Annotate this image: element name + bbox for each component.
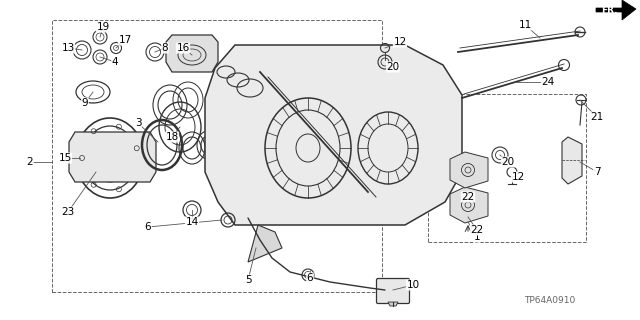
Polygon shape xyxy=(166,35,218,72)
Text: 20: 20 xyxy=(387,62,399,72)
Polygon shape xyxy=(205,45,462,225)
Text: 24: 24 xyxy=(541,77,555,87)
Text: 4: 4 xyxy=(112,57,118,67)
Text: 15: 15 xyxy=(58,153,72,163)
Text: 22: 22 xyxy=(470,225,484,235)
Bar xyxy=(52,20,382,292)
Text: 23: 23 xyxy=(61,207,75,217)
Text: 5: 5 xyxy=(244,275,252,285)
Polygon shape xyxy=(69,132,156,182)
Text: 18: 18 xyxy=(165,132,179,142)
Text: 22: 22 xyxy=(461,192,475,202)
Text: 16: 16 xyxy=(177,43,189,53)
Text: 11: 11 xyxy=(518,20,532,30)
Text: 8: 8 xyxy=(162,43,168,53)
Polygon shape xyxy=(388,302,398,306)
Text: 17: 17 xyxy=(118,35,132,45)
Text: 12: 12 xyxy=(511,172,525,182)
Text: TP64A0910: TP64A0910 xyxy=(524,296,575,305)
Text: 6: 6 xyxy=(145,222,151,232)
Text: 13: 13 xyxy=(61,43,75,53)
Bar xyxy=(428,94,586,242)
Text: 2: 2 xyxy=(27,157,33,167)
Text: 21: 21 xyxy=(590,112,604,122)
Text: FR.: FR. xyxy=(601,5,618,14)
Text: 20: 20 xyxy=(501,157,515,167)
Polygon shape xyxy=(596,0,636,20)
Text: 12: 12 xyxy=(394,37,406,47)
Text: 10: 10 xyxy=(406,280,420,290)
Polygon shape xyxy=(450,187,488,223)
FancyBboxPatch shape xyxy=(376,278,410,303)
Text: 7: 7 xyxy=(594,167,600,177)
Polygon shape xyxy=(562,137,582,184)
Text: 19: 19 xyxy=(97,22,109,32)
Text: 9: 9 xyxy=(82,98,88,108)
Text: 6: 6 xyxy=(307,273,314,283)
Text: 14: 14 xyxy=(186,217,198,227)
Text: 1: 1 xyxy=(474,232,480,242)
Polygon shape xyxy=(450,152,488,188)
Text: 3: 3 xyxy=(134,118,141,128)
Polygon shape xyxy=(248,225,282,262)
